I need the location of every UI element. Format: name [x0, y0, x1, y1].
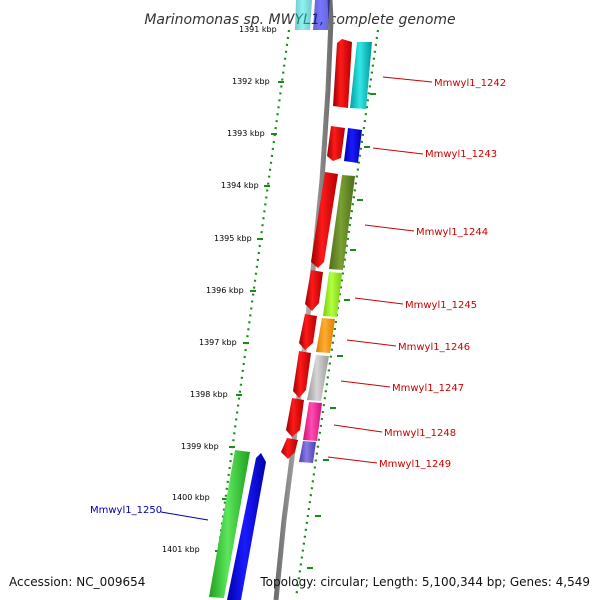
gene-label-1246[interactable]: Mmwyl1_1246	[398, 342, 470, 353]
kbp-label: 1399 kbp	[181, 442, 219, 451]
gene-mmwyl1-1246[interactable]	[299, 314, 335, 353]
gene-mmwyl1-1249[interactable]	[281, 438, 316, 463]
gene-label-1248[interactable]: Mmwyl1_1248	[384, 428, 456, 439]
gene-arrow[interactable]	[293, 351, 311, 398]
gene-arrow[interactable]	[305, 270, 323, 311]
kbp-label: 1400 kbp	[172, 493, 210, 502]
kbp-labels: 1391 kbp 1392 kbp 1393 kbp 1394 kbp 1395…	[162, 25, 277, 554]
gene-mmwyl1-1247[interactable]	[293, 351, 329, 401]
gene-arrow[interactable]	[286, 398, 304, 437]
gene-label-1247[interactable]: Mmwyl1_1247	[392, 383, 464, 394]
gene-arrow[interactable]	[299, 314, 317, 350]
cog-bar[interactable]	[307, 355, 329, 401]
gene-mmwyl1-1244[interactable]	[311, 172, 355, 270]
gene-top-cyan[interactable]	[295, 0, 312, 30]
kbp-label: 1401 kbp	[162, 545, 200, 554]
gene-label-1242[interactable]: Mmwyl1_1242	[434, 78, 506, 89]
cog-bar[interactable]	[323, 272, 342, 317]
gene-arrow[interactable]	[327, 126, 345, 161]
scale-line-left	[210, 29, 291, 599]
kbp-label: 1398 kbp	[190, 390, 228, 399]
gene-mmwyl1-1243[interactable]	[327, 126, 362, 163]
gene-mmwyl1-1250[interactable]	[209, 450, 266, 600]
gene-labels-right: Mmwyl1_1242 Mmwyl1_1243 Mmwyl1_1244 Mmwy…	[327, 76, 506, 470]
gene-mmwyl1-1245[interactable]	[305, 270, 342, 317]
gene-arrow[interactable]	[281, 438, 298, 459]
kbp-label: 1393 kbp	[227, 129, 265, 138]
gene-top-blue[interactable]	[313, 0, 330, 30]
kbp-label: 1394 kbp	[221, 181, 259, 190]
gene-label-1249[interactable]: Mmwyl1_1249	[379, 459, 451, 470]
kbp-label: 1391 kbp	[239, 25, 277, 34]
cog-bar[interactable]	[303, 402, 322, 441]
genome-backbone	[273, 0, 334, 600]
cog-bar[interactable]	[299, 441, 316, 463]
cog-bar[interactable]	[316, 318, 335, 353]
cog-bar[interactable]	[209, 450, 250, 598]
gene-arrow[interactable]	[333, 39, 352, 108]
gene-label-1243[interactable]: Mmwyl1_1243	[425, 149, 497, 160]
cog-bar[interactable]	[350, 42, 372, 109]
gene-label-1244[interactable]: Mmwyl1_1244	[416, 227, 488, 238]
topology-text: Topology: circular; Length: 5,100,344 bp…	[259, 575, 590, 589]
cog-bar[interactable]	[329, 175, 355, 270]
gene-mmwyl1-1248[interactable]	[286, 398, 322, 441]
kbp-label: 1392 kbp	[232, 77, 270, 86]
kbp-label: 1395 kbp	[214, 234, 252, 243]
gene-mmwyl1-1242[interactable]	[333, 39, 372, 109]
kbp-label: 1396 kbp	[206, 286, 244, 295]
gene-arrow[interactable]	[311, 172, 338, 268]
gene-label-1245[interactable]: Mmwyl1_1245	[405, 300, 477, 311]
kbp-label: 1397 kbp	[199, 338, 237, 347]
right-ticks	[307, 93, 376, 569]
ruler-ticks	[215, 81, 284, 552]
cog-bar[interactable]	[344, 128, 362, 163]
gene-label-1250[interactable]: Mmwyl1_1250	[90, 505, 162, 516]
gene-arrow[interactable]	[227, 453, 266, 600]
gene-labels-left: Mmwyl1_1250	[90, 505, 209, 521]
accession-text: Accession: NC_009654	[9, 575, 145, 589]
